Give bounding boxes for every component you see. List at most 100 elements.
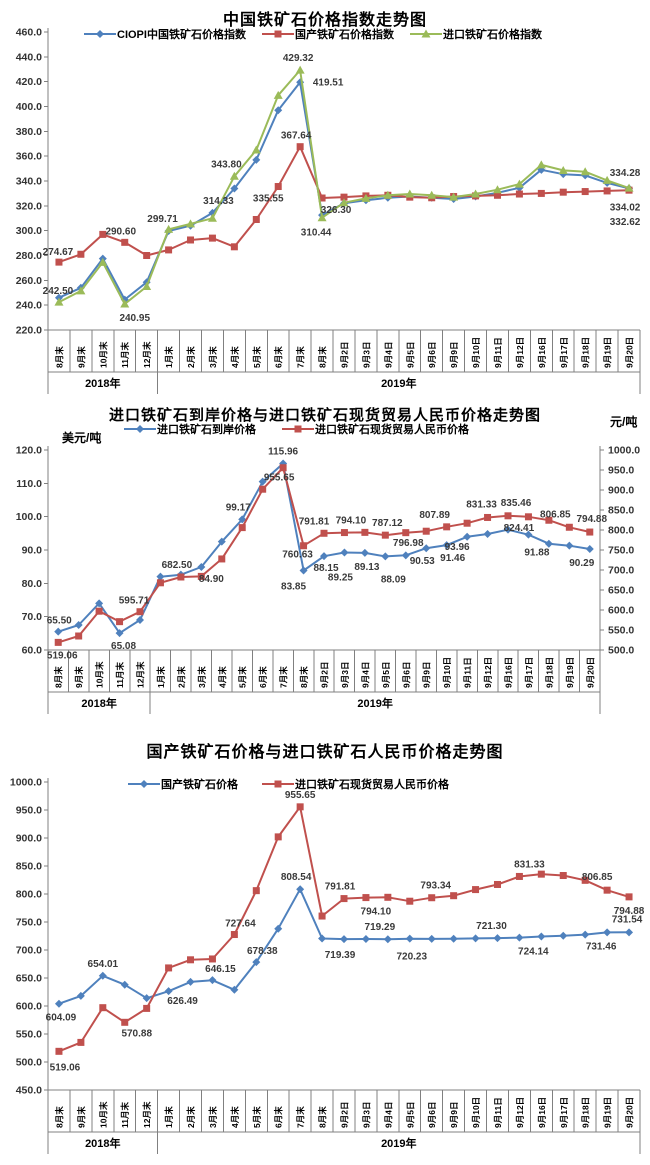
category-label: 9月10日 (471, 337, 481, 368)
data-point-marker (524, 530, 533, 539)
y-axis-tick-label: 240.0 (16, 300, 42, 312)
category-label: 10月末 (95, 661, 105, 688)
triangle-icon (421, 29, 431, 38)
category-label: 8月末 (299, 666, 309, 688)
category-label: 5月末 (252, 1106, 262, 1128)
data-point-marker (274, 924, 283, 933)
data-point-marker (77, 250, 85, 258)
data-point-marker (340, 895, 348, 903)
data-label: 335.55 (253, 194, 284, 205)
data-label: 332.62 (610, 217, 641, 228)
data-point-marker (381, 552, 390, 561)
data-point-marker (559, 931, 568, 940)
data-label: 89.13 (354, 562, 379, 573)
data-point-marker (279, 459, 288, 468)
category-label: 9月19日 (603, 337, 613, 368)
category-label: 9月11日 (493, 1097, 503, 1128)
data-point-marker (165, 246, 173, 254)
diamond-legend-marker-icon (84, 30, 116, 38)
data-point-marker (143, 1004, 151, 1012)
data-point-marker (537, 870, 545, 878)
data-label: 791.81 (299, 516, 330, 527)
data-point-marker (443, 523, 451, 531)
category-label: 9月4日 (360, 662, 370, 688)
data-point-marker (340, 548, 349, 557)
data-label: 794.10 (336, 515, 367, 526)
data-label: 646.15 (205, 964, 236, 975)
data-point-marker (258, 477, 267, 486)
category-label: 3月末 (208, 346, 218, 368)
data-point-marker (603, 928, 612, 937)
category-label: 9月5日 (405, 342, 415, 368)
data-label: 334.28 (610, 168, 641, 179)
y2-axis-tick-label: 500.0 (608, 645, 634, 657)
data-point-marker (54, 638, 62, 646)
data-point-marker (493, 934, 502, 943)
data-label: 787.12 (372, 518, 403, 529)
data-point-marker (230, 184, 239, 193)
chart-3-plot: 1000.0 950.0 900.0 850.0 800.0 750.0 700.0 650.… (10, 777, 645, 1154)
y-axis-tick-label: 120.0 (16, 445, 42, 457)
data-point-marker (340, 529, 348, 537)
square-legend-marker-icon (262, 780, 294, 788)
category-label: 9月12日 (515, 337, 525, 368)
data-point-marker (54, 627, 63, 636)
series-line-0 (57, 462, 590, 635)
data-label: 955.65 (285, 790, 316, 801)
data-point-marker (136, 616, 144, 624)
data-point-marker (504, 512, 512, 520)
data-point-marker (581, 876, 589, 884)
data-point-marker (449, 934, 458, 943)
data-label: 719.29 (365, 922, 396, 933)
data-point-marker (471, 934, 480, 943)
data-label: 93.96 (445, 542, 470, 553)
data-point-marker (317, 213, 327, 222)
category-label: 5月末 (252, 346, 262, 368)
data-point-marker (384, 893, 392, 901)
y-axis-tick-label: 1000.0 (10, 777, 42, 789)
data-point-marker (318, 912, 326, 920)
category-label: 12月末 (142, 341, 152, 368)
data-label: 65.50 (47, 616, 72, 627)
data-point-marker (537, 932, 546, 941)
diamond-legend-marker-icon (128, 780, 160, 788)
category-label: 2月末 (176, 666, 186, 688)
category-label: 9月17日 (524, 657, 534, 688)
data-point-marker (318, 934, 327, 943)
category-label: 9月3日 (340, 662, 350, 688)
square-legend-marker-icon (282, 425, 314, 433)
data-point-marker (493, 880, 501, 888)
data-point-marker (427, 190, 437, 199)
data-point-marker (164, 224, 174, 233)
data-point-marker (186, 977, 195, 986)
data-label: 90.29 (569, 558, 594, 569)
category-label: 9月2日 (340, 342, 350, 368)
data-label: 314.33 (203, 196, 234, 207)
data-point-marker (406, 897, 414, 905)
category-label: 9月12日 (483, 657, 493, 688)
category-label: 9月5日 (381, 662, 391, 688)
data-point-marker (383, 935, 392, 944)
data-label: 115.96 (268, 446, 298, 457)
data-point-marker (586, 528, 594, 536)
category-label: 9月末 (76, 346, 86, 368)
y-axis-tick-label: 360.0 (16, 151, 42, 163)
data-label: 808.54 (281, 872, 312, 883)
chart-3-title: 国产铁矿石价格与进口铁矿石人民币价格走势图 (146, 744, 504, 761)
category-label: 9月9日 (449, 1102, 459, 1128)
category-label: 9月16日 (537, 337, 547, 368)
data-point-marker (95, 607, 103, 615)
square-legend-marker-icon (261, 30, 294, 38)
category-label: 9月20日 (625, 1097, 635, 1128)
data-label: 731.46 (586, 941, 617, 952)
data-point-marker (581, 188, 589, 196)
data-label: 794.88 (576, 514, 607, 525)
data-point-marker (273, 90, 283, 99)
data-label: 419.51 (313, 77, 344, 88)
data-point-marker (559, 872, 567, 880)
data-point-marker (142, 994, 151, 1003)
y-axis-tick-label: 700.0 (16, 945, 42, 957)
category-label: 9月19日 (565, 657, 575, 688)
data-label: 242.50 (43, 286, 74, 297)
